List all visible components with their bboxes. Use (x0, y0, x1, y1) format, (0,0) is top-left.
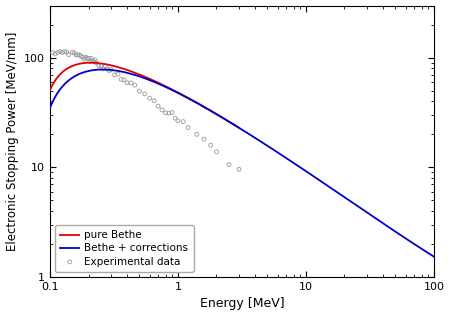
Experimental data (168, 110, 176, 115)
Experimental data (162, 110, 169, 115)
Experimental data (88, 56, 95, 61)
Experimental data (171, 116, 179, 121)
Experimental data (81, 57, 88, 62)
Experimental data (121, 77, 128, 82)
Bethe + corrections (277, 152, 282, 155)
Experimental data (158, 107, 166, 112)
pure Bethe (232, 123, 238, 127)
Experimental data (95, 63, 102, 68)
Experimental data (111, 72, 118, 77)
Experimental data (74, 52, 81, 58)
Experimental data (77, 54, 85, 59)
Bethe + corrections (99, 68, 105, 71)
Experimental data (180, 119, 187, 124)
Experimental data (90, 59, 97, 64)
pure Bethe (139, 73, 144, 77)
Experimental data (127, 80, 135, 85)
Experimental data (59, 50, 66, 55)
pure Bethe (236, 126, 242, 130)
Experimental data (146, 96, 153, 101)
Experimental data (154, 104, 162, 109)
Experimental data (213, 149, 220, 154)
Experimental data (136, 89, 143, 94)
Bethe + corrections (47, 106, 53, 110)
Experimental data (71, 51, 78, 56)
Experimental data (91, 58, 99, 63)
Experimental data (49, 50, 56, 55)
Line: Bethe + corrections: Bethe + corrections (50, 70, 434, 257)
Experimental data (131, 82, 139, 88)
X-axis label: Energy [MeV]: Energy [MeV] (200, 297, 284, 310)
Line: pure Bethe: pure Bethe (50, 63, 239, 128)
Experimental data (69, 50, 76, 55)
Experimental data (54, 50, 61, 55)
Experimental data (57, 49, 64, 54)
pure Bethe (202, 106, 208, 110)
Experimental data (201, 137, 208, 142)
Experimental data (165, 111, 172, 116)
Experimental data (85, 56, 92, 61)
Experimental data (76, 52, 83, 58)
Experimental data (65, 52, 72, 57)
Experimental data (235, 167, 243, 172)
Bethe + corrections (431, 255, 436, 258)
Experimental data (225, 162, 233, 167)
Bethe + corrections (230, 122, 236, 126)
Experimental data (82, 55, 89, 60)
Experimental data (207, 143, 214, 148)
Experimental data (89, 58, 96, 63)
Experimental data (117, 77, 125, 82)
pure Bethe (88, 61, 93, 64)
Experimental data (184, 125, 192, 130)
pure Bethe (47, 88, 53, 92)
Experimental data (93, 60, 100, 65)
Y-axis label: Electronic Stopping Power [MeV/mm]: Electronic Stopping Power [MeV/mm] (5, 32, 18, 251)
Experimental data (141, 91, 149, 96)
Experimental data (97, 63, 104, 68)
Experimental data (86, 59, 94, 64)
pure Bethe (160, 83, 166, 87)
pure Bethe (150, 78, 155, 82)
Experimental data (123, 80, 130, 85)
Experimental data (99, 66, 107, 71)
Experimental data (150, 98, 158, 103)
Bethe + corrections (363, 210, 368, 213)
Experimental data (102, 64, 109, 69)
Experimental data (114, 72, 122, 77)
Experimental data (84, 56, 91, 61)
Legend: pure Bethe, Bethe + corrections, Experimental data: pure Bethe, Bethe + corrections, Experim… (55, 225, 194, 272)
Bethe + corrections (233, 124, 238, 127)
Experimental data (52, 51, 59, 56)
Experimental data (108, 67, 115, 72)
Bethe + corrections (423, 249, 428, 253)
Experimental data (61, 49, 68, 54)
pure Bethe (137, 73, 143, 77)
Experimental data (193, 132, 200, 137)
Experimental data (72, 52, 80, 58)
Experimental data (63, 50, 70, 55)
Bethe + corrections (256, 138, 261, 142)
Experimental data (104, 66, 111, 71)
Experimental data (106, 68, 113, 73)
Experimental data (79, 55, 86, 60)
Experimental data (174, 118, 181, 123)
